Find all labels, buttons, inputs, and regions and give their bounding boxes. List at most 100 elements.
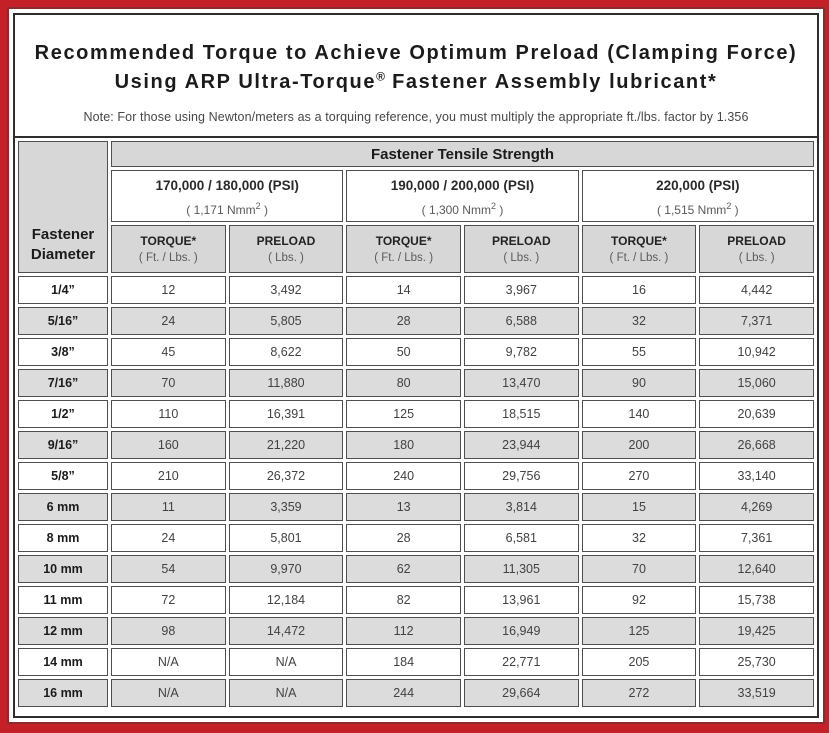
- torque-value-cell: 50: [346, 338, 461, 366]
- preload-value-cell: 14,472: [228, 617, 344, 645]
- torque-value-cell: N/A: [111, 648, 226, 676]
- diameter-cell: 1/4”: [18, 276, 108, 304]
- torque-value-cell: 28: [346, 524, 461, 552]
- torque-value-cell: 32: [581, 307, 697, 335]
- preload-value-cell: 22,771: [463, 648, 579, 676]
- table-row: 5/16” 24 5,805 28 6,588 32 7,371: [18, 307, 814, 335]
- torque-table: Fastener Diameter Fastener Tensile Stren…: [15, 136, 817, 710]
- preload-value-cell: 15,060: [699, 369, 814, 397]
- preload-value-cell: 18,515: [463, 400, 579, 428]
- torque-value-cell: N/A: [111, 679, 226, 707]
- preload-value-cell: 13,961: [463, 586, 579, 614]
- torque-value-cell: 70: [581, 555, 697, 583]
- torque-value-cell: 184: [346, 648, 461, 676]
- torque-value-cell: 160: [111, 431, 226, 459]
- preload-value-cell: 3,967: [463, 276, 579, 304]
- torque-value-cell: 16: [581, 276, 697, 304]
- torque-value-cell: 244: [346, 679, 461, 707]
- strength-group-170-180: 170,000 / 180,000 (PSI) ( 1,171 Nmm2 ): [111, 170, 344, 222]
- preload-value-cell: 3,492: [228, 276, 344, 304]
- diameter-column-header: Fastener Diameter: [18, 141, 108, 273]
- torque-value-cell: 54: [111, 555, 226, 583]
- torque-value-cell: 125: [581, 617, 697, 645]
- torque-value-cell: 32: [581, 524, 697, 552]
- preload-value-cell: 4,269: [699, 493, 814, 521]
- torque-value-cell: 112: [346, 617, 461, 645]
- torque-value-cell: 11: [111, 493, 226, 521]
- preload-value-cell: 11,880: [228, 369, 344, 397]
- torque-value-cell: 205: [581, 648, 697, 676]
- torque-value-cell: 200: [581, 431, 697, 459]
- preload-value-cell: 25,730: [699, 648, 814, 676]
- preload-value-cell: 10,942: [699, 338, 814, 366]
- torque-value-cell: 14: [346, 276, 461, 304]
- torque-value-cell: 140: [581, 400, 697, 428]
- diameter-cell: 14 mm: [18, 648, 108, 676]
- table-row: 9/16” 160 21,220 180 23,944 200 26,668: [18, 431, 814, 459]
- preload-value-cell: 21,220: [228, 431, 344, 459]
- diameter-cell: 5/8”: [18, 462, 108, 490]
- document-header: Recommended Torque to Achieve Optimum Pr…: [15, 15, 817, 124]
- torque-value-cell: 13: [346, 493, 461, 521]
- preload-value-cell: 11,305: [463, 555, 579, 583]
- diameter-cell: 6 mm: [18, 493, 108, 521]
- preload-value-cell: 12,184: [228, 586, 344, 614]
- diameter-cell: 11 mm: [18, 586, 108, 614]
- preload-value-cell: 6,581: [463, 524, 579, 552]
- preload-value-cell: 8,622: [228, 338, 344, 366]
- table-row: 1/4” 12 3,492 14 3,967 16 4,442: [18, 276, 814, 304]
- preload-value-cell: 29,664: [463, 679, 579, 707]
- preload-value-cell: 9,782: [463, 338, 579, 366]
- torque-value-cell: 24: [111, 307, 226, 335]
- torque-value-cell: 62: [346, 555, 461, 583]
- preload-value-cell: 15,738: [699, 586, 814, 614]
- diameter-cell: 8 mm: [18, 524, 108, 552]
- diameter-cell: 7/16”: [18, 369, 108, 397]
- torque-value-cell: 15: [581, 493, 697, 521]
- torque-value-cell: 110: [111, 400, 226, 428]
- table-row: 11 mm 72 12,184 82 13,961 92 15,738: [18, 586, 814, 614]
- preload-value-cell: 13,470: [463, 369, 579, 397]
- torque-value-cell: 210: [111, 462, 226, 490]
- preload-value-cell: 6,588: [463, 307, 579, 335]
- preload-value-cell: 26,372: [228, 462, 344, 490]
- preload-value-cell: 5,801: [228, 524, 344, 552]
- preload-value-cell: 3,359: [228, 493, 344, 521]
- preload-value-cell: 4,442: [699, 276, 814, 304]
- table-row: 16 mm N/A N/A 244 29,664 272 33,519: [18, 679, 814, 707]
- diameter-cell: 16 mm: [18, 679, 108, 707]
- preload-column-header: PRELOAD ( Lbs. ): [699, 225, 814, 273]
- torque-value-cell: 24: [111, 524, 226, 552]
- torque-column-header: TORQUE* ( Ft. / Lbs. ): [346, 225, 461, 273]
- torque-value-cell: 270: [581, 462, 697, 490]
- preload-value-cell: 33,140: [699, 462, 814, 490]
- preload-value-cell: 23,944: [463, 431, 579, 459]
- preload-value-cell: 16,391: [228, 400, 344, 428]
- preload-value-cell: 19,425: [699, 617, 814, 645]
- preload-column-header: PRELOAD ( Lbs. ): [228, 225, 344, 273]
- preload-value-cell: 20,639: [699, 400, 814, 428]
- preload-value-cell: 3,814: [463, 493, 579, 521]
- torque-value-cell: 70: [111, 369, 226, 397]
- preload-value-cell: 7,361: [699, 524, 814, 552]
- table-row: 1/2” 110 16,391 125 18,515 140 20,639: [18, 400, 814, 428]
- table-row: 5/8” 210 26,372 240 29,756 270 33,140: [18, 462, 814, 490]
- preload-column-header: PRELOAD ( Lbs. ): [463, 225, 579, 273]
- torque-value-cell: 12: [111, 276, 226, 304]
- torque-value-cell: 125: [346, 400, 461, 428]
- torque-value-cell: 80: [346, 369, 461, 397]
- torque-value-cell: 45: [111, 338, 226, 366]
- torque-value-cell: 72: [111, 586, 226, 614]
- table-row: 7/16” 70 11,880 80 13,470 90 15,060: [18, 369, 814, 397]
- torque-value-cell: 272: [581, 679, 697, 707]
- diameter-cell: 5/16”: [18, 307, 108, 335]
- torque-value-cell: 98: [111, 617, 226, 645]
- title-line-2: Using ARP Ultra-Torque® Fastener Assembl…: [114, 69, 718, 93]
- table-row: 12 mm 98 14,472 112 16,949 125 19,425: [18, 617, 814, 645]
- diameter-cell: 3/8”: [18, 338, 108, 366]
- table-row: 6 mm 11 3,359 13 3,814 15 4,269: [18, 493, 814, 521]
- table-row: 8 mm 24 5,801 28 6,581 32 7,361: [18, 524, 814, 552]
- table-row: 10 mm 54 9,970 62 11,305 70 12,640: [18, 555, 814, 583]
- diameter-cell: 1/2”: [18, 400, 108, 428]
